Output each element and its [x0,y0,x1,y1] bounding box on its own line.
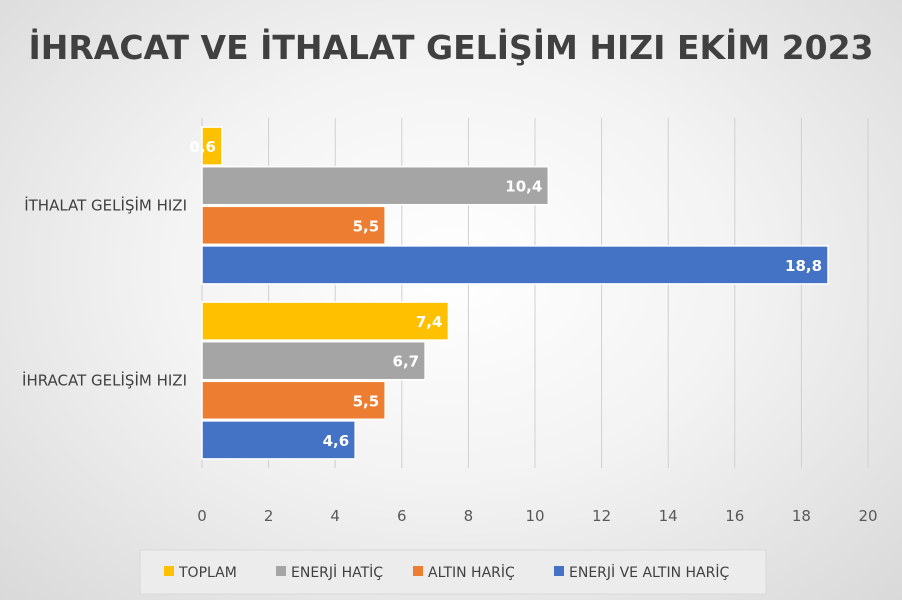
bar [201,245,829,285]
legend-swatch [276,566,286,576]
x-tick-label: 12 [592,507,611,525]
bar [201,301,450,341]
legend-item-label: ALTIN HARİÇ [428,563,515,581]
data-label: 6,7 [393,353,420,371]
data-label: 5,5 [353,217,380,235]
x-tick-label: 8 [464,507,474,525]
bar [201,380,386,421]
category-label: İTHALAT GELİŞİM HIZI [24,196,187,215]
x-tick-label: 20 [858,507,877,525]
x-tick-label: 2 [264,507,274,525]
category-label: İHRACAT GELİŞİM HIZI [22,371,187,390]
legend-item-label: ENERJİ HATİÇ [291,563,383,581]
bar [201,165,550,206]
x-tick-label: 16 [725,507,744,525]
bar [201,340,426,381]
data-label: 4,6 [323,432,350,450]
x-tick-label: 4 [330,507,340,525]
bar [201,126,223,166]
x-tick-label: 18 [792,507,811,525]
x-tick-label: 6 [397,507,407,525]
chart-title: İHRACAT VE İTHALAT GELİŞİM HIZI EKİM 202… [28,27,873,67]
x-axis-ticks: 0 2 4 6 8 10 12 14 16 18 20 [197,507,877,525]
category-labels: İTHALAT GELİŞİM HIZI İHRACAT GELİŞİM HIZI [22,196,187,390]
bar [201,205,386,246]
x-tick-label: 0 [197,507,207,525]
data-label: 18,8 [785,257,822,275]
bars: 0,6 10,4 5,5 18,8 7,4 6,7 5,5 4,6 [189,126,829,460]
legend: TOPLAM ENERJİ HATİÇ ALTIN HARİÇ ENERJİ VE A… [139,549,767,595]
legend-box [139,549,767,595]
legend-item-label: ENERJİ VE ALTIN HARİÇ [569,563,729,581]
data-label: 7,4 [416,313,443,331]
legend-swatch [554,566,564,576]
data-label: 0,6 [189,138,216,156]
data-label: 10,4 [505,178,542,196]
data-label: 5,5 [353,392,380,410]
legend-swatch [164,566,174,576]
x-tick-label: 14 [659,507,678,525]
legend-item-label: TOPLAM [178,565,237,581]
x-tick-label: 10 [525,507,544,525]
legend-swatch [413,566,423,576]
bar [201,420,356,460]
